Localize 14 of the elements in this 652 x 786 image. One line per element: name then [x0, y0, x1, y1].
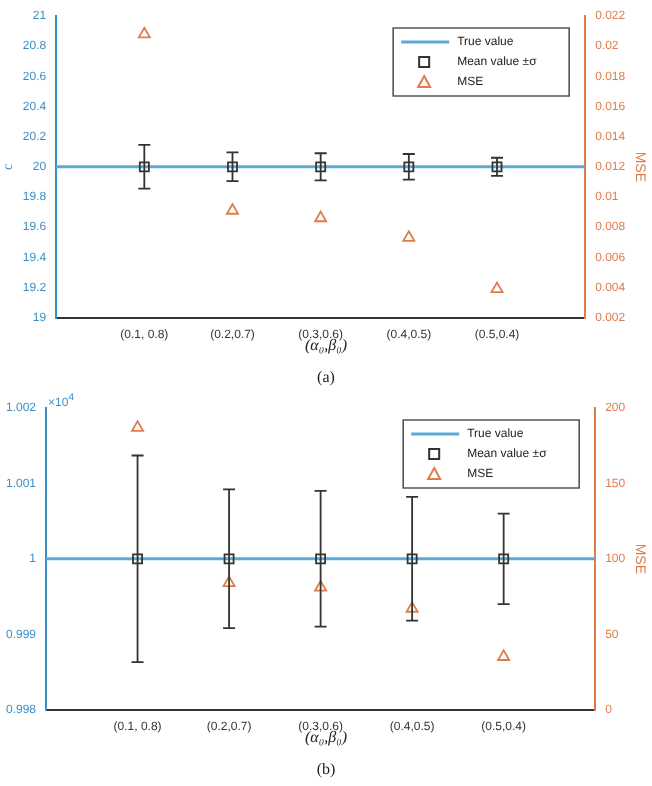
point — [137, 26, 151, 39]
point — [490, 281, 504, 294]
text: (a) — [315, 368, 337, 386]
point — [402, 230, 416, 242]
point — [405, 601, 419, 613]
text: (b) — [314, 760, 338, 778]
point — [314, 210, 328, 223]
x-axis-title: (α₀,β₀) — [304, 336, 348, 354]
point — [222, 575, 236, 588]
point — [226, 203, 239, 215]
point — [131, 420, 144, 432]
point — [314, 580, 328, 592]
x-axis-title: (α₀,β₀) — [304, 728, 348, 746]
point — [497, 649, 511, 661]
